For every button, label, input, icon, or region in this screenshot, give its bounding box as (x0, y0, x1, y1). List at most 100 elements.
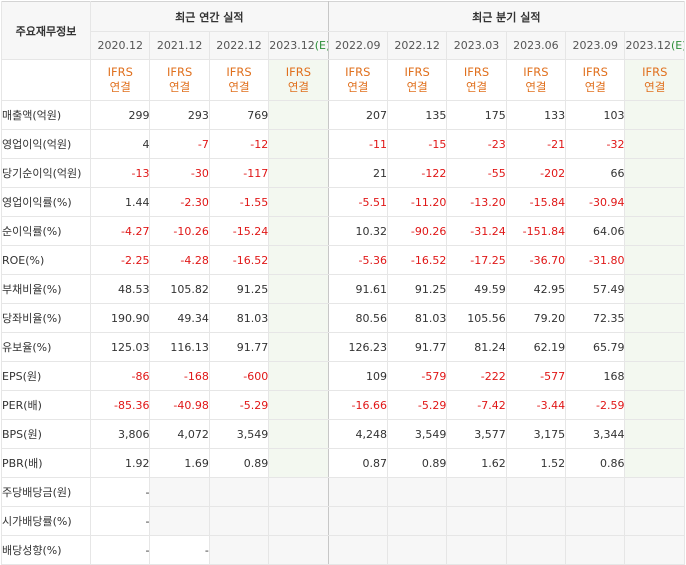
value-cell: 133 (505, 100, 566, 130)
value-cell: 91.77 (208, 332, 269, 362)
table-row: BPS(원) 3,806 4,072 3,549 4,248 3,549 3,577 3,17… (0, 419, 685, 449)
value-cell: 57.49 (565, 274, 625, 304)
value-cell: -600 (208, 361, 269, 391)
value-cell: -4.28 (149, 245, 210, 275)
value-cell (208, 506, 269, 536)
value-cell (565, 477, 625, 507)
value-cell (624, 390, 685, 420)
quarter-period-0-label: 2022.09 (335, 39, 381, 52)
value-cell: -23 (446, 129, 507, 159)
value-cell: 91.25 (386, 274, 447, 304)
value-cell: 62.19 (505, 332, 566, 362)
value-cell (327, 506, 388, 536)
row-label: PBR(배) (0, 448, 91, 478)
estimate-marker: (E) (314, 39, 328, 52)
value-cell (268, 303, 329, 333)
consolidated-label: 연결 (584, 80, 606, 94)
row-label: 영업이익률(%) (0, 187, 91, 217)
value-cell: -4.27 (90, 216, 150, 246)
row-label: 당좌비율(%) (0, 303, 91, 333)
value-cell: -11 (327, 129, 388, 159)
annual-group-header: 최근 연간 실적 (90, 1, 329, 32)
value-cell (446, 506, 507, 536)
ifrs-basis-cell: IFRS 연결 (565, 59, 625, 101)
quarter-period-3: 2023.06 (505, 31, 566, 60)
value-cell (624, 361, 685, 391)
value-cell (268, 274, 329, 304)
value-cell: -202 (505, 158, 566, 188)
value-cell: 105.82 (149, 274, 210, 304)
value-cell: 4,072 (149, 419, 210, 449)
table-row: 당좌비율(%) 190.90 49.34 81.03 80.56 81.03 105.56 7… (0, 303, 685, 333)
value-cell: 79.20 (505, 303, 566, 333)
ifrs-basis-cell: IFRS 연결 (386, 59, 447, 101)
value-cell (446, 477, 507, 507)
annual-period-estimate: 2023.12(E) (268, 31, 329, 60)
value-cell: -2.59 (565, 390, 625, 420)
value-cell: 42.95 (505, 274, 566, 304)
value-cell: 81.24 (446, 332, 507, 362)
row-label: 유보율(%) (0, 332, 91, 362)
consolidated-label: 연결 (169, 80, 191, 94)
value-cell (268, 448, 329, 478)
quarter-period-1: 2022.12 (386, 31, 447, 60)
row-label: 부채비율(%) (0, 274, 91, 304)
value-cell: 3,175 (505, 419, 566, 449)
ifrs-basis-cell: IFRS 연결 (505, 59, 566, 101)
consolidated-label: 연결 (109, 80, 131, 94)
value-cell (208, 535, 269, 565)
value-cell: -90.26 (386, 216, 447, 246)
corner-label: 주요재무정보 (0, 1, 91, 60)
table-row: 영업이익(억원) 4 -7 -12 -11 -15 -23 -21 -32 (0, 129, 685, 159)
value-cell: -7.42 (446, 390, 507, 420)
value-cell: -17.25 (446, 245, 507, 275)
ifrs-label: IFRS (463, 65, 490, 79)
annual-period-estimate-label: 2023.12 (269, 39, 315, 52)
value-cell (624, 129, 685, 159)
value-cell (446, 535, 507, 565)
value-cell: 0.89 (386, 448, 447, 478)
value-cell: 168 (565, 361, 625, 391)
value-cell (268, 535, 329, 565)
value-cell: 10.32 (327, 216, 388, 246)
value-cell: 49.34 (149, 303, 210, 333)
ifrs-row-label (0, 59, 91, 101)
value-cell: -16.52 (208, 245, 269, 275)
value-cell: -30.94 (565, 187, 625, 217)
value-cell: 3,549 (208, 419, 269, 449)
value-cell (268, 506, 329, 536)
ifrs-basis-cell: IFRS 연결 (624, 59, 685, 101)
row-label: 배당성향(%) (0, 535, 91, 565)
value-cell (327, 535, 388, 565)
ifrs-label: IFRS (345, 65, 371, 79)
ifrs-label: IFRS (107, 65, 133, 79)
ifrs-basis-cell: IFRS 연결 (149, 59, 210, 101)
value-cell (268, 100, 329, 130)
quarter-period-3-label: 2023.06 (513, 39, 559, 52)
quarter-period-estimate-label: 2023.12 (625, 39, 671, 52)
value-cell: -222 (446, 361, 507, 391)
value-cell (505, 477, 566, 507)
value-cell: 4 (90, 129, 150, 159)
value-cell: 3,344 (565, 419, 625, 449)
value-cell: 3,549 (386, 419, 447, 449)
value-cell: -577 (505, 361, 566, 391)
value-cell: 109 (327, 361, 388, 391)
quarter-period-2-label: 2023.03 (453, 39, 500, 52)
table-row: PER(배) -85.36 -40.98 -5.29 -16.66 -5.29 -7.42-… (0, 390, 685, 420)
value-cell: -15.84 (505, 187, 566, 217)
value-cell: 0.86 (565, 448, 625, 478)
value-cell: - (90, 477, 150, 507)
table-row: 당기순이익(억원) -13 -30 -117 21 -122 -55 -202 66 (0, 158, 685, 188)
value-cell: 91.77 (386, 332, 447, 362)
value-cell: -7 (149, 129, 210, 159)
value-cell (565, 535, 625, 565)
value-cell (624, 448, 685, 478)
value-cell: -117 (208, 158, 269, 188)
value-cell: -11.20 (386, 187, 447, 217)
value-cell (624, 100, 685, 130)
value-cell: 0.89 (208, 448, 269, 478)
value-cell: 49.59 (446, 274, 507, 304)
table-row: 유보율(%) 125.03 116.13 91.77 126.23 91.77 81.24 6… (0, 332, 685, 362)
